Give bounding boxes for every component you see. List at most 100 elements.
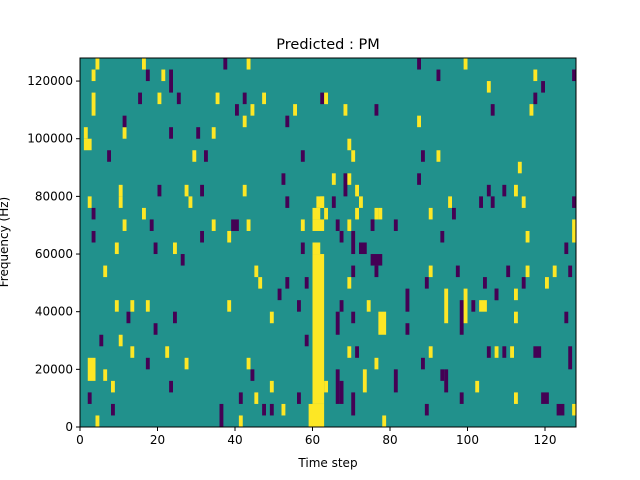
heatmap-cell-low — [424, 277, 429, 289]
heatmap-cell-high — [312, 242, 321, 255]
y-tick-label: 20000 — [35, 362, 73, 376]
x-tick-label: 80 — [382, 433, 397, 447]
heatmap-cell-low — [91, 230, 96, 243]
heatmap-cell-low — [459, 300, 464, 335]
heatmap-cell-high — [529, 104, 534, 116]
heatmap-cell-low — [568, 265, 573, 278]
heatmap-cell-low — [351, 311, 356, 324]
heatmap-cell-low — [169, 380, 173, 393]
heatmap-cell-low — [417, 58, 421, 70]
heatmap-cell-high — [463, 288, 468, 324]
heatmap-cell-high — [366, 300, 371, 312]
heatmap-cell-high — [130, 300, 135, 312]
heatmap-cell-low — [153, 323, 158, 335]
heatmap-cell-low — [541, 81, 545, 93]
heatmap-cell-low — [335, 369, 340, 404]
heatmap-cell-high — [118, 184, 123, 197]
heatmap-cell-high — [269, 380, 274, 393]
heatmap-cell-low — [370, 219, 375, 231]
heatmap-cell-low — [145, 69, 150, 82]
heatmap-cell-high — [161, 69, 166, 82]
heatmap-cell-high — [114, 242, 119, 255]
heatmap-cell-high — [428, 265, 433, 278]
heatmap-cell-high — [95, 58, 100, 70]
heatmap-cell-high — [552, 265, 557, 278]
heatmap-cell-high — [417, 115, 421, 128]
heatmap-cell-high — [572, 219, 576, 243]
heatmap-cell-low — [479, 196, 483, 208]
heatmap-cell-low — [490, 196, 495, 208]
heatmap-cell-high — [324, 380, 328, 393]
y-tick-label: 0 — [65, 420, 73, 434]
heatmap-cell-low — [297, 300, 301, 312]
heatmap-cell-high — [242, 184, 247, 197]
heatmap-cell-low — [355, 346, 359, 358]
heatmap-cell-high — [122, 127, 127, 139]
heatmap-cell-high — [95, 415, 100, 427]
heatmap-cell-high — [103, 265, 108, 278]
heatmap-cell-low — [204, 150, 208, 162]
heatmap-cell-high — [227, 230, 232, 243]
heatmap-cell-low — [351, 265, 356, 278]
heatmap-cell-low — [374, 265, 379, 278]
heatmap-cell-high — [246, 58, 251, 70]
heatmap-cell-low — [238, 392, 243, 404]
heatmap-cell-high — [324, 207, 328, 220]
heatmap-cell-low — [490, 104, 495, 116]
heatmap-cell-low — [351, 230, 356, 255]
heatmap-cell-high — [242, 115, 247, 128]
heatmap-cell-low — [300, 150, 305, 162]
heatmap-cell-low — [393, 369, 398, 393]
heatmap-cell-high — [525, 265, 530, 278]
heatmap-cell-high — [351, 150, 356, 162]
heatmap-cell-high — [281, 403, 286, 416]
heatmap-cell-low — [138, 92, 142, 105]
heatmap-cell-low — [320, 92, 325, 105]
heatmap-cell-low — [556, 403, 565, 416]
heatmap-cell-low — [99, 334, 104, 347]
heatmap-cell-low — [250, 369, 255, 381]
heatmap-cell-high — [114, 300, 119, 312]
heatmap-cell-low — [111, 403, 115, 416]
heatmap-cell-low — [339, 300, 344, 312]
heatmap-cell-low — [200, 230, 204, 243]
heatmap-cell-low — [242, 92, 247, 105]
heatmap-cell-low — [572, 69, 576, 82]
heatmap-cell-low — [231, 219, 239, 231]
heatmap-cell-low — [196, 127, 201, 139]
heatmap-cell-high — [188, 196, 193, 208]
heatmap-cell-low — [483, 277, 487, 289]
heatmap-cell-low — [359, 242, 367, 255]
heatmap-cell-high — [374, 207, 379, 220]
heatmap-cell-low — [149, 219, 154, 231]
heatmap-cell-low — [200, 184, 204, 197]
heatmap-cell-low — [173, 311, 177, 324]
heatmap-cell-low — [494, 288, 499, 301]
heatmap-cell-low — [506, 265, 511, 278]
heatmap-cell-low — [486, 184, 491, 197]
x-tick-label: 120 — [534, 433, 557, 447]
heatmap-cell-high — [572, 403, 576, 416]
heatmap-cell-low — [122, 115, 127, 128]
heatmap-cell-low — [405, 288, 410, 312]
heatmap-cell-low — [91, 207, 96, 220]
heatmap-cell-high — [514, 184, 518, 197]
heatmap-cell-high — [111, 380, 115, 393]
heatmap-cell-low — [107, 150, 111, 162]
heatmap-cell-low — [533, 346, 542, 358]
heatmap-cell-high — [173, 242, 177, 255]
heatmap-cell-low — [339, 380, 344, 404]
heatmap-cell-low — [452, 207, 456, 220]
heatmap-cell-high — [347, 219, 352, 231]
heatmap-cell-low — [351, 392, 356, 416]
plot-background — [80, 58, 576, 427]
heatmap-cells — [83, 58, 576, 427]
heatmap-cell-high — [215, 92, 220, 105]
heatmap-cell-low — [568, 346, 573, 370]
heatmap-cell-low — [436, 69, 441, 82]
heatmap-cell-low — [235, 104, 239, 116]
heatmap-cell-high — [258, 277, 263, 289]
heatmap-cell-low — [304, 334, 309, 347]
heatmap-cell-high — [378, 311, 387, 335]
